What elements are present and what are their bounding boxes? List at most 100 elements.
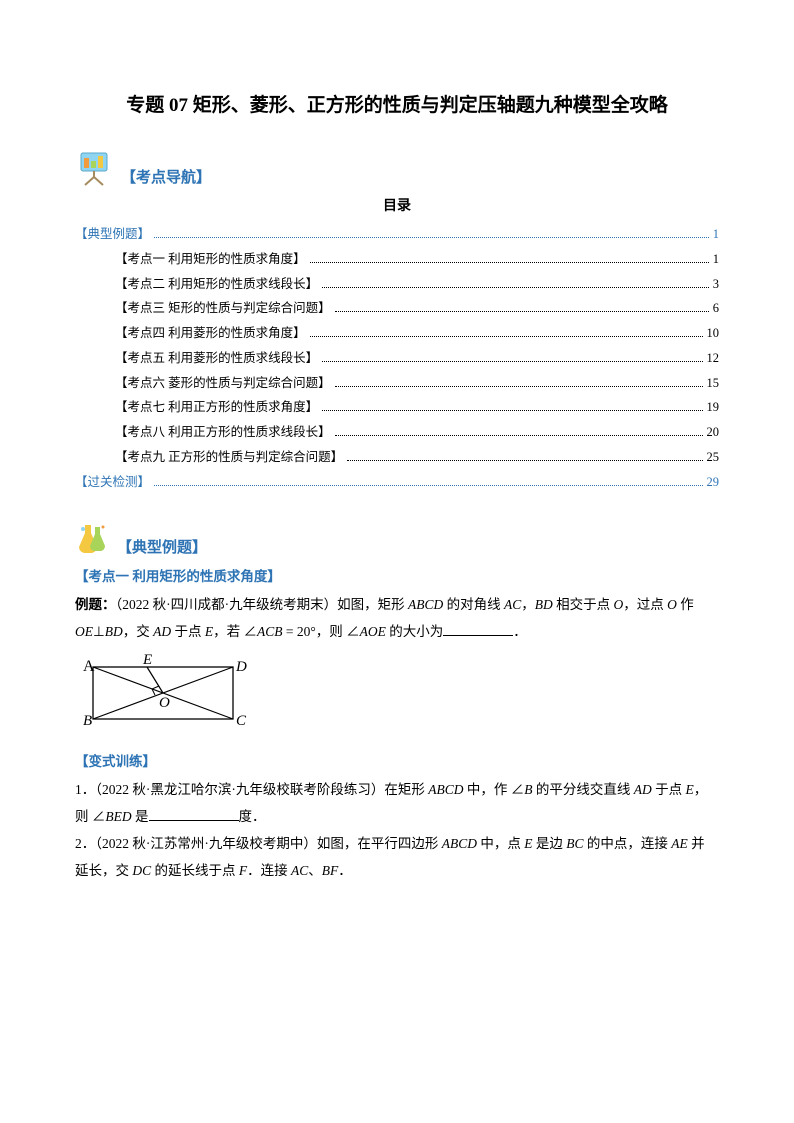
- m: BF: [322, 863, 339, 878]
- t: = 20°，则 ∠: [283, 624, 360, 639]
- m: E: [686, 782, 694, 797]
- svg-text:A: A: [83, 658, 95, 675]
- nav-label: 【考点导航】: [121, 166, 211, 187]
- examples-label: 【典型例题】: [117, 536, 207, 557]
- m: DC: [132, 863, 151, 878]
- q2-line2: 延长，交 DC 的延长线于点 F．连接 AC、BF．: [75, 857, 719, 884]
- toc-dots: [335, 311, 709, 312]
- t: 是边: [533, 836, 567, 851]
- t: 的对角线: [443, 597, 504, 612]
- t: （2022 秋·四川成都·九年级统考期末）如图，矩形: [116, 597, 409, 612]
- m: AOE: [360, 624, 386, 639]
- toc-row: 【考点五 利用菱形的性质求线段长】 12: [75, 349, 719, 368]
- toc-dots: [322, 410, 702, 411]
- toc-row: 【考点三 矩形的性质与判定综合问题】 6: [75, 299, 719, 318]
- t: ，过点: [623, 597, 667, 612]
- toc-page: 1: [713, 250, 719, 269]
- toc-page: 19: [707, 398, 720, 417]
- toc-label: 【过关检测】: [75, 473, 150, 492]
- toc-label: 【考点九 正方形的性质与判定综合问题】: [115, 448, 343, 467]
- easel-icon: [75, 147, 115, 187]
- toc-label: 【考点二 利用矩形的性质求线段长】: [115, 275, 318, 294]
- m: ABCD: [408, 597, 443, 612]
- toc-row: 【考点四 利用菱形的性质求角度】10: [75, 324, 719, 343]
- toc-label: 【考点一 利用矩形的性质求角度】: [115, 250, 306, 269]
- toc-row: 【考点八 利用正方形的性质求线段长】 20: [75, 423, 719, 442]
- flask-icon: [75, 521, 111, 557]
- t: 2．（2022 秋·江苏常州·九年级校考期中）如图，在平行四边形: [75, 836, 442, 851]
- t: ．: [513, 624, 527, 639]
- toc-dots: [335, 435, 703, 436]
- t: ，若 ∠: [213, 624, 257, 639]
- toc-page: 10: [707, 324, 720, 343]
- m: AC: [291, 863, 308, 878]
- t: 则 ∠: [75, 809, 105, 824]
- m: E: [205, 624, 213, 639]
- t: 相交于点: [553, 597, 614, 612]
- t: 于点: [652, 782, 686, 797]
- svg-text:B: B: [83, 713, 92, 729]
- toc-dots: [322, 361, 702, 362]
- toc-page: 15: [707, 374, 720, 393]
- toc-page: 6: [713, 299, 719, 318]
- m: ACB: [257, 624, 283, 639]
- m: F: [239, 863, 247, 878]
- t: 中，点: [477, 836, 524, 851]
- svg-text:C: C: [236, 713, 247, 729]
- toc-dots: [154, 237, 709, 238]
- m: ABCD: [442, 836, 477, 851]
- svg-text:E: E: [142, 653, 152, 668]
- toc-dots: [347, 460, 702, 461]
- q1: 1．（2022 秋·黑龙江哈尔滨·九年级校联考阶段练习）在矩形 ABCD 中，作…: [75, 776, 719, 803]
- toc-dots: [335, 386, 703, 387]
- t: 的中点，连接: [584, 836, 672, 851]
- rectangle-figure: A B C D E O: [75, 653, 719, 740]
- m: E: [524, 836, 532, 851]
- toc-page: 12: [707, 349, 720, 368]
- toc-row: 【考点二 利用矩形的性质求线段长】 3: [75, 275, 719, 294]
- t: 1．（2022 秋·黑龙江哈尔滨·九年级校联考阶段练习）在矩形: [75, 782, 428, 797]
- toc-dots: [310, 262, 709, 263]
- toc-page: 20: [707, 423, 720, 442]
- toc-row: 【考点六 菱形的性质与判定综合问题】 15: [75, 374, 719, 393]
- t: 中，作 ∠: [464, 782, 525, 797]
- t: ⊥: [93, 624, 105, 639]
- t: 是: [132, 809, 149, 824]
- m: ABCD: [428, 782, 463, 797]
- toc-dots: [310, 336, 703, 337]
- t: ，交: [123, 624, 153, 639]
- q1-line2: 则 ∠BED 是 度．: [75, 803, 719, 830]
- t: 并: [688, 836, 705, 851]
- t: 的大小为: [386, 624, 443, 639]
- toc-label: 【考点六 菱形的性质与判定综合问题】: [115, 374, 331, 393]
- example-prefix: 例题：: [75, 597, 116, 612]
- examples-header: 【典型例题】: [75, 521, 719, 557]
- m: BED: [105, 809, 131, 824]
- toc-label: 【考点五 利用菱形的性质求线段长】: [115, 349, 318, 368]
- t: ，: [694, 782, 708, 797]
- m: BC: [566, 836, 583, 851]
- t: 、: [308, 863, 322, 878]
- t: 度．: [239, 809, 266, 824]
- m: AC: [504, 597, 521, 612]
- toc-page: 3: [713, 275, 719, 294]
- nav-header: 【考点导航】: [75, 147, 719, 187]
- toc-label: 【考点八 利用正方形的性质求线段长】: [115, 423, 331, 442]
- toc-label: 【典型例题】: [75, 225, 150, 244]
- m: OE: [75, 624, 93, 639]
- toc-page: 1: [713, 225, 719, 244]
- t: ．连接: [247, 863, 291, 878]
- m: AD: [634, 782, 652, 797]
- toc-label: 【考点三 矩形的性质与判定综合问题】: [115, 299, 331, 318]
- m: AD: [153, 624, 171, 639]
- toc-page: 29: [707, 473, 720, 492]
- toc-row: 【典型例题】 1: [75, 225, 719, 244]
- answer-blank: [149, 807, 239, 821]
- toc-row: 【考点七 利用正方形的性质求角度】 19: [75, 398, 719, 417]
- q2: 2．（2022 秋·江苏常州·九年级校考期中）如图，在平行四边形 ABCD 中，…: [75, 830, 719, 857]
- toc-dots: [322, 287, 709, 288]
- t: ，: [521, 597, 535, 612]
- m: O: [614, 597, 624, 612]
- t: 作: [677, 597, 694, 612]
- toc-label: 【考点七 利用正方形的性质求角度】: [115, 398, 318, 417]
